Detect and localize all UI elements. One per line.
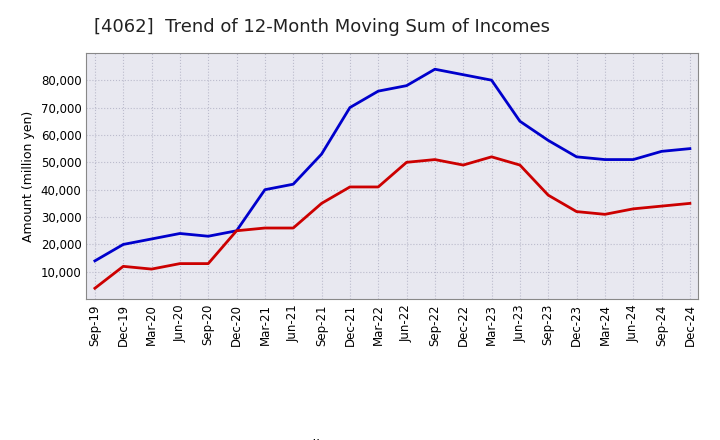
Net Income <box>600 212 609 217</box>
Ordinary Income <box>233 228 241 233</box>
Ordinary Income <box>459 72 467 77</box>
Ordinary Income <box>544 138 552 143</box>
Net Income <box>204 261 212 266</box>
Ordinary Income <box>487 77 496 83</box>
Net Income <box>572 209 581 214</box>
Ordinary Income <box>204 234 212 239</box>
Net Income <box>402 160 411 165</box>
Ordinary Income <box>431 66 439 72</box>
Net Income <box>261 225 269 231</box>
Net Income <box>459 162 467 168</box>
Ordinary Income <box>346 105 354 110</box>
Ordinary Income <box>657 149 666 154</box>
Net Income <box>629 206 637 212</box>
Ordinary Income <box>148 236 156 242</box>
Ordinary Income <box>374 88 382 94</box>
Ordinary Income <box>402 83 411 88</box>
Ordinary Income <box>685 146 694 151</box>
Net Income <box>431 157 439 162</box>
Ordinary Income <box>91 258 99 264</box>
Net Income <box>176 261 184 266</box>
Net Income <box>516 162 524 168</box>
Net Income <box>289 225 297 231</box>
Ordinary Income <box>600 157 609 162</box>
Net Income <box>487 154 496 159</box>
Net Income <box>148 267 156 272</box>
Ordinary Income <box>572 154 581 159</box>
Line: Ordinary Income: Ordinary Income <box>95 69 690 261</box>
Y-axis label: Amount (million yen): Amount (million yen) <box>22 110 35 242</box>
Text: [4062]  Trend of 12-Month Moving Sum of Incomes: [4062] Trend of 12-Month Moving Sum of I… <box>94 18 549 36</box>
Ordinary Income <box>261 187 269 192</box>
Line: Net Income: Net Income <box>95 157 690 288</box>
Net Income <box>119 264 127 269</box>
Net Income <box>657 203 666 209</box>
Net Income <box>91 286 99 291</box>
Net Income <box>318 201 326 206</box>
Legend: Ordinary Income, Net Income: Ordinary Income, Net Income <box>237 434 548 440</box>
Net Income <box>685 201 694 206</box>
Ordinary Income <box>289 182 297 187</box>
Ordinary Income <box>629 157 637 162</box>
Net Income <box>544 193 552 198</box>
Ordinary Income <box>176 231 184 236</box>
Net Income <box>346 184 354 190</box>
Ordinary Income <box>318 151 326 157</box>
Ordinary Income <box>119 242 127 247</box>
Ordinary Income <box>516 119 524 124</box>
Net Income <box>374 184 382 190</box>
Net Income <box>233 228 241 233</box>
